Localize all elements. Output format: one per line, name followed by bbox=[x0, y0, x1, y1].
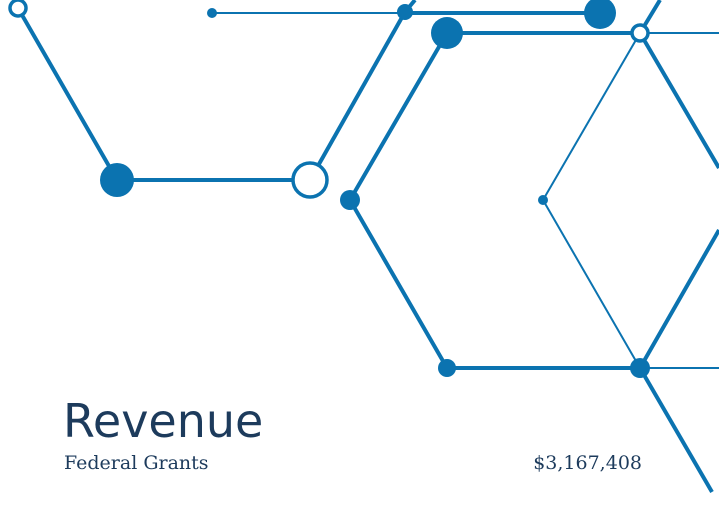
row-label: Federal Grants bbox=[64, 452, 209, 474]
title: Revenue bbox=[63, 394, 264, 448]
row-value: $3,167,408 bbox=[533, 452, 642, 474]
